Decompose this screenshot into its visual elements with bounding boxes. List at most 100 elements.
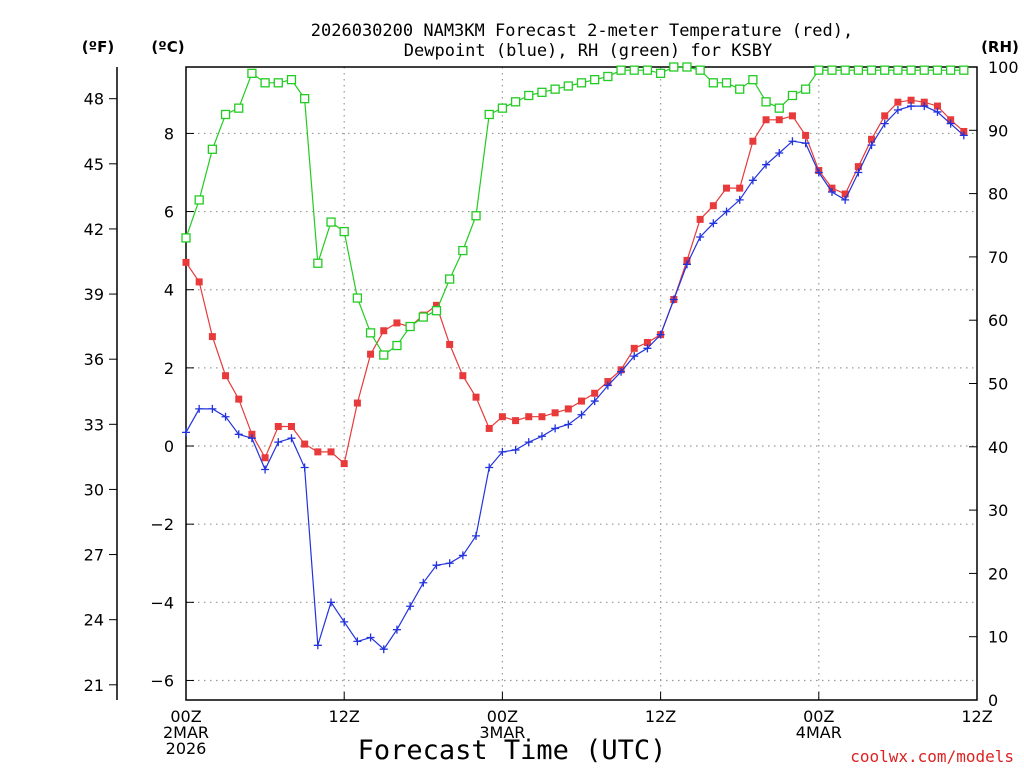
dewpoint-data-point: [498, 447, 507, 456]
gridlines: [186, 67, 977, 700]
temperature-data-point: [485, 424, 493, 432]
celsius-tick-label: −6: [150, 671, 174, 690]
temperature-data-point: [274, 422, 282, 430]
dewpoint-data-point: [472, 531, 481, 540]
temperature-data-point: [578, 397, 585, 405]
rh-data-point: [220, 109, 231, 120]
temperature-data-point: [696, 215, 704, 223]
rh-data-point: [959, 65, 969, 75]
celsius-tick-label: 6: [164, 203, 174, 222]
rh-data-point: [866, 65, 877, 75]
dewpoint-data-point: [234, 430, 243, 439]
fahrenheit-tick-label: 33: [84, 415, 104, 434]
rh-unit-label: (RH): [981, 38, 1019, 56]
x-tick-label: 3MAR: [479, 723, 525, 742]
dewpoint-data-point: [432, 561, 441, 570]
celsius-tick-label: 0: [164, 437, 174, 456]
temperature-data-point: [551, 409, 559, 417]
dewpoint-data-point: [208, 404, 217, 413]
dewpoint-data-point: [590, 397, 599, 406]
temperature-data-point: [222, 372, 230, 380]
rh-data-point: [563, 81, 573, 91]
dewpoint-data-point: [682, 260, 691, 269]
dewpoint-data-point: [603, 381, 612, 390]
temperature-data-point: [802, 131, 810, 139]
temperature-data-point: [182, 258, 190, 266]
axes: −6−4−20246821242730333639424548010203040…: [84, 58, 1019, 758]
x-tick-label: 00Z: [487, 707, 518, 726]
dewpoint-data-point: [524, 438, 533, 447]
dewpoint-data-point: [814, 168, 823, 177]
rh-tick-label: 80: [988, 185, 1008, 204]
fahrenheit-tick-label: 39: [84, 285, 104, 304]
rh-data-point: [787, 90, 798, 101]
data-series: [181, 62, 969, 654]
rh-data-point: [800, 84, 811, 94]
temperature-data-point: [564, 405, 572, 413]
rh-data-point: [326, 217, 336, 227]
temperature-data-point: [512, 417, 520, 425]
temperature-data-point: [775, 116, 783, 124]
x-tick-label: 12Z: [961, 707, 992, 726]
rh-tick-label: 90: [988, 121, 1008, 140]
x-tick-label: 4MAR: [796, 723, 842, 742]
rh-data-point: [431, 306, 442, 316]
rh-data-point: [590, 75, 600, 85]
dewpoint-data-point: [182, 428, 190, 437]
temperature-data-point: [525, 413, 533, 421]
dewpoint-data-point: [775, 148, 784, 157]
chart-title-line2: Dewpoint (blue), RH (green) for KSBY: [404, 41, 772, 61]
dewpoint-data-point: [959, 131, 968, 140]
fahrenheit-tick-label: 21: [84, 676, 104, 695]
temperature-data-point: [195, 278, 203, 286]
dewpoint-data-point: [274, 438, 283, 447]
dewpoint-data-point: [893, 105, 902, 114]
fahrenheit-tick-label: 24: [84, 611, 104, 630]
x-tick-label: 00Z: [803, 707, 834, 726]
rh-data-point: [313, 258, 323, 268]
dewpoint-data-point: [617, 367, 626, 376]
rh-data-point: [405, 321, 415, 332]
fahrenheit-tick-label: 42: [84, 220, 104, 239]
temperature-data-point: [736, 184, 744, 192]
celsius-unit-label: (ºC): [151, 38, 184, 56]
rh-data-point: [497, 103, 508, 113]
dewpoint-data-point: [854, 168, 863, 177]
celsius-tick-label: 2: [164, 359, 174, 378]
temperature-data-point: [380, 327, 388, 335]
celsius-tick-label: 4: [164, 281, 174, 300]
rh-tick-label: 0: [988, 691, 998, 710]
rh-data-point: [260, 78, 270, 88]
dewpoint-data-point: [669, 295, 678, 304]
rh-data-point: [735, 84, 745, 94]
chart-title-line1: 2026030200 NAM3KM Forecast 2-meter Tempe…: [311, 21, 853, 41]
fahrenheit-tick-label: 30: [84, 480, 104, 499]
dewpoint-data-point: [762, 160, 771, 169]
rh-data-point: [629, 65, 639, 75]
temperature-data-point: [432, 301, 440, 309]
rh-data-point: [339, 226, 349, 237]
dewpoint-data-point: [511, 445, 520, 454]
rh-data-point: [708, 78, 718, 88]
dewpoint-data-point: [353, 637, 362, 646]
fahrenheit-unit-label: (ºF): [82, 38, 114, 56]
dewpoint-data-point: [551, 424, 560, 433]
dewpoint-data-point: [458, 551, 467, 560]
temperature-data-point: [446, 340, 454, 348]
dewpoint-data-point: [696, 232, 705, 241]
x-tick-label: 12Z: [329, 707, 360, 726]
temperature-data-point: [868, 135, 876, 143]
dewpoint-data-point: [379, 645, 388, 654]
dewpoint-data-point: [656, 330, 665, 339]
temperature-data-point: [591, 389, 599, 397]
rh-data-point: [458, 245, 468, 256]
temperature-data-point: [788, 112, 796, 120]
rh-data-point: [827, 65, 837, 75]
plot-frame: [185, 66, 978, 701]
dewpoint-data-point: [485, 463, 494, 472]
dewpoint-data-point: [327, 598, 336, 607]
rh-data-point: [761, 97, 771, 107]
temperature-data-point: [630, 344, 638, 352]
rh-data-point: [379, 350, 389, 360]
rh-tick-label: 40: [988, 438, 1008, 457]
